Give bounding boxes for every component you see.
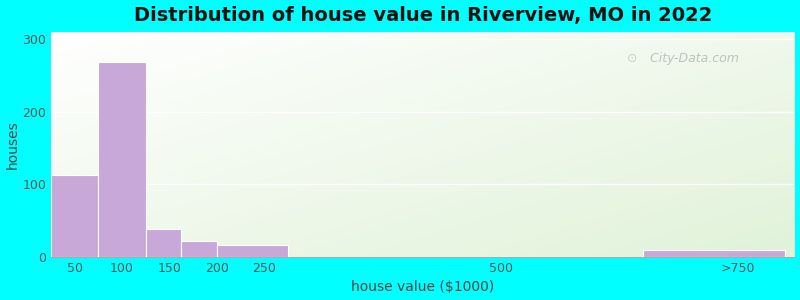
Bar xyxy=(217,245,288,257)
Title: Distribution of house value in Riverview, MO in 2022: Distribution of house value in Riverview… xyxy=(134,6,712,25)
Bar xyxy=(146,230,181,257)
X-axis label: house value ($1000): house value ($1000) xyxy=(351,280,494,294)
Bar xyxy=(643,250,785,257)
Bar xyxy=(181,241,217,257)
Text: ⊙: ⊙ xyxy=(627,52,638,65)
Bar xyxy=(51,175,98,257)
Y-axis label: houses: houses xyxy=(6,120,19,169)
Text: City-Data.com: City-Data.com xyxy=(646,52,738,65)
Bar xyxy=(98,62,146,257)
